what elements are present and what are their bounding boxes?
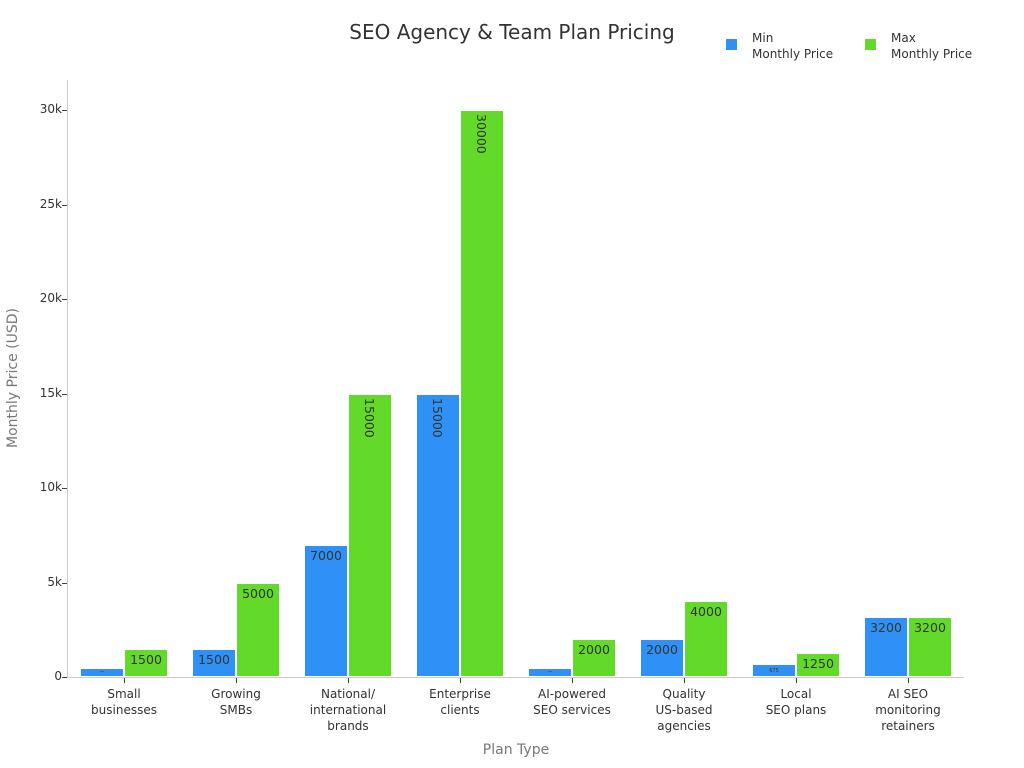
legend-item-max[interactable]: Max Monthly Price <box>865 30 986 62</box>
bar-value-label: 15000 <box>430 397 445 438</box>
y-axis-label: Monthly Price (USD) <box>5 308 21 448</box>
legend-label-max: Max Monthly Price <box>891 31 973 61</box>
y-tick-label: 15k <box>39 385 62 400</box>
bar-value-label: 30000 <box>474 114 489 154</box>
bar-min[interactable] <box>528 667 572 677</box>
bar-max[interactable] <box>236 582 280 677</box>
x-tick-mark <box>348 678 349 683</box>
bar-max[interactable] <box>572 639 616 677</box>
x-tick-label: Growing SMBs <box>211 687 261 717</box>
x-tick-mark <box>908 678 909 683</box>
y-tick-mark <box>62 204 67 206</box>
legend-item-min[interactable]: Min Monthly Price <box>726 30 847 62</box>
x-tick-label: Enterprise clients <box>429 687 491 717</box>
x-tick-label: Quality US-based agencies <box>655 687 713 733</box>
bar-value-label: 1500 <box>130 651 162 667</box>
y-tick-label: 10k <box>39 480 62 494</box>
x-tick-mark <box>796 678 797 683</box>
bar-min[interactable] <box>416 393 460 677</box>
bar-value-label: — <box>99 669 105 676</box>
y-tick-mark <box>62 110 67 111</box>
x-axis-label: Plan Type <box>482 742 550 758</box>
bar-max[interactable] <box>348 393 392 677</box>
bar-value-label: 3200 <box>870 619 902 635</box>
bar-value-label: 4000 <box>690 604 722 620</box>
x-tick-mark <box>236 678 237 683</box>
bar-min[interactable] <box>304 544 348 677</box>
x-tick-mark <box>460 678 461 683</box>
x-tick-label: Local SEO plans <box>765 687 827 717</box>
x-tick-label: AI-powered SEO services <box>533 687 611 717</box>
bar-min[interactable] <box>80 667 124 677</box>
bar-min[interactable] <box>640 639 684 677</box>
y-tick-mark <box>62 582 67 584</box>
y-tick-mark <box>62 393 67 395</box>
bar-value-label: 2000 <box>646 642 678 658</box>
x-tick-label: National/ international brands <box>309 687 387 733</box>
y-tick-mark <box>62 488 67 489</box>
y-tick-label: 5k <box>47 574 62 589</box>
bar-value-label: 7000 <box>310 547 342 563</box>
bar-min[interactable] <box>864 616 908 677</box>
bar-value-label: 1250 <box>802 656 834 672</box>
x-tick-mark <box>572 678 573 683</box>
bar-min[interactable] <box>192 648 236 677</box>
x-tick-mark <box>124 678 125 683</box>
y-tick-mark <box>62 299 67 300</box>
legend: Min Monthly Price Max Monthly Price <box>726 30 986 62</box>
bar-value-label: 3200 <box>914 619 946 635</box>
y-tick-mark <box>62 677 67 678</box>
x-tick-mark <box>684 678 685 683</box>
y-axis-line <box>67 80 68 678</box>
bar-value-label: 1500 <box>198 651 230 667</box>
bar-max[interactable] <box>684 601 728 677</box>
x-tick-label: AI SEO monitoring retainers <box>875 687 941 733</box>
bar-max[interactable] <box>124 648 168 677</box>
bar-max[interactable] <box>908 616 952 677</box>
bar-max[interactable] <box>460 110 504 677</box>
bar-value-label: 2000 <box>578 642 610 658</box>
y-tick-label: 0 <box>54 669 62 683</box>
legend-swatch-max <box>865 39 876 50</box>
legend-label-min: Min Monthly Price <box>752 31 834 61</box>
chart-title: SEO Agency & Team Plan Pricing <box>349 20 675 44</box>
legend-swatch-min <box>726 39 737 50</box>
bar-value-label: — <box>547 669 553 676</box>
x-axis-line <box>67 677 964 678</box>
y-tick-label: 20k <box>39 291 62 305</box>
y-tick-label: 25k <box>39 196 62 211</box>
y-tick-label: 30k <box>39 102 62 116</box>
bar-value-label: 15000 <box>362 397 377 438</box>
bar-value-label: 675 <box>769 667 779 674</box>
x-tick-label: Small businesses <box>91 687 157 717</box>
bar-min[interactable] <box>752 664 796 677</box>
bar-max[interactable] <box>796 653 840 677</box>
bar-value-label: 5000 <box>242 585 274 601</box>
